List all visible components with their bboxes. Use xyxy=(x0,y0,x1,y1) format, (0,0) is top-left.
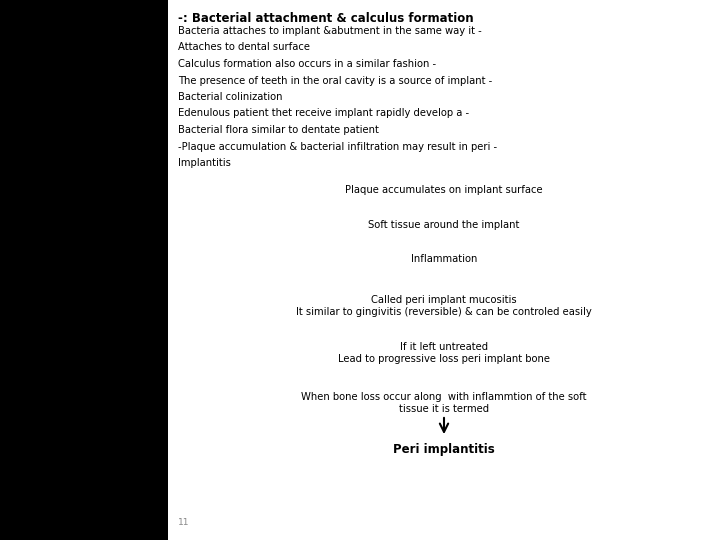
Text: When bone loss occur along  with inflammtion of the soft
tissue it is termed: When bone loss occur along with inflammt… xyxy=(301,392,587,414)
Text: The presence of teeth in the oral cavity is a source of implant -: The presence of teeth in the oral cavity… xyxy=(178,76,492,85)
Text: Implantitis: Implantitis xyxy=(178,158,231,168)
Text: Edenulous patient thet receive implant rapidly develop a -: Edenulous patient thet receive implant r… xyxy=(178,109,469,118)
Text: Calculus formation also occurs in a similar fashion -: Calculus formation also occurs in a simi… xyxy=(178,59,436,69)
Text: -Plaque accumulation & bacterial infiltration may result in peri -: -Plaque accumulation & bacterial infiltr… xyxy=(178,141,497,152)
Text: Bacteria attaches to implant &abutment in the same way it -: Bacteria attaches to implant &abutment i… xyxy=(178,26,482,36)
Text: Called peri implant mucositis
It similar to gingivitis (reversible) & can be con: Called peri implant mucositis It similar… xyxy=(296,295,592,316)
Text: 11: 11 xyxy=(178,518,189,527)
Text: Bacterial flora similar to dentate patient: Bacterial flora similar to dentate patie… xyxy=(178,125,379,135)
Text: If it left untreated
Lead to progressive loss peri implant bone: If it left untreated Lead to progressive… xyxy=(338,342,550,363)
Text: Plaque accumulates on implant surface: Plaque accumulates on implant surface xyxy=(345,185,543,195)
FancyBboxPatch shape xyxy=(168,0,720,540)
Text: Soft tissue around the implant: Soft tissue around the implant xyxy=(369,220,520,230)
Text: Peri implantitis: Peri implantitis xyxy=(393,443,495,456)
Text: -: Bacterial attachment & calculus formation: -: Bacterial attachment & calculus forma… xyxy=(178,12,474,25)
Text: Inflammation: Inflammation xyxy=(411,254,477,264)
Text: Bacterial colinization: Bacterial colinization xyxy=(178,92,282,102)
Text: Attaches to dental surface: Attaches to dental surface xyxy=(178,43,310,52)
